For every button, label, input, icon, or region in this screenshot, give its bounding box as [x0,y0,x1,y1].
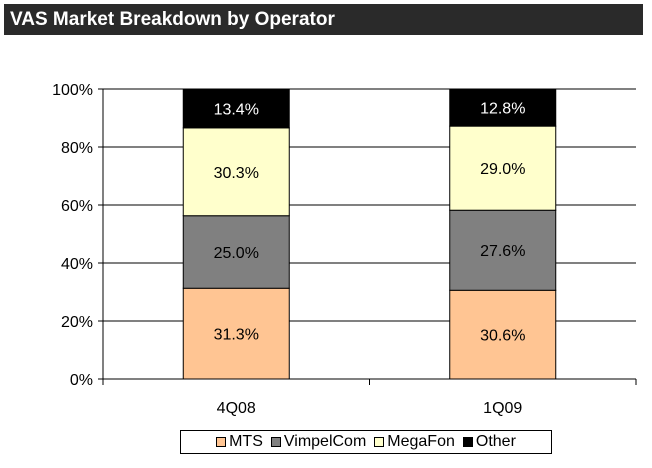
y-tick-label: 80% [61,140,93,157]
data-label: 27.6% [480,243,525,260]
stacked-bar-chart: 0%20%40%60%80%100% 31.3%25.0%30.3%13.4%3… [52,82,637,417]
legend-swatch-other [462,437,473,447]
data-label: 25.0% [214,245,259,262]
data-label: 30.6% [480,328,525,345]
legend-item-mts: MTS [216,433,263,451]
y-axis: 0% 20% 40% 60% 80% 100% [52,82,104,389]
legend-item-other: Other [462,433,516,451]
bar-segment-other-1q09 [449,88,557,127]
legend-item-vimpelcom: VimpelCom [270,433,367,451]
y-tick-label: 100% [52,82,93,99]
bar-segment-megafon-4q08 [182,127,290,217]
legend: MTS VimpelCom MegaFon Other [180,430,552,454]
bars: 31.3% 25.0% 30.3% 13.4% 30.6% 27.6% 29.0% 12.8% [182,88,557,380]
data-label: 12.8% [480,101,525,118]
legend-swatch-mts [216,437,227,447]
data-label: 29.0% [480,161,525,178]
legend-swatch-megafon [374,437,385,447]
x-tick-label: 4Q08 [217,400,256,417]
bar-segment-vimpelcom-1q09 [449,209,557,291]
y-tick-label: 0% [70,372,93,389]
legend-item-megafon: MegaFon [374,433,455,451]
bar-segment-vimpelcom-4q08 [182,215,290,289]
legend-swatch-vimpelcom [270,437,281,447]
bar-segment-other-4q08 [182,88,290,129]
data-label: 13.4% [214,101,259,118]
data-label: 30.3% [214,165,259,182]
y-tick-label: 60% [61,198,93,215]
x-tick-label: 1Q09 [483,400,522,417]
bar-segment-megafon-1q09 [449,125,557,211]
x-axis: 4Q08 1Q09 [102,378,637,417]
legend-label-vimpelcom: VimpelCom [283,433,367,450]
data-label: 31.3% [214,327,259,344]
chart-title: VAS Market Breakdown by Operator [4,4,643,35]
y-tick-label: 40% [61,256,93,273]
legend-label-mts: MTS [229,433,263,450]
legend-label-megafon: MegaFon [387,433,455,450]
legend-label-other: Other [475,433,516,450]
y-tick-label: 20% [61,314,93,331]
